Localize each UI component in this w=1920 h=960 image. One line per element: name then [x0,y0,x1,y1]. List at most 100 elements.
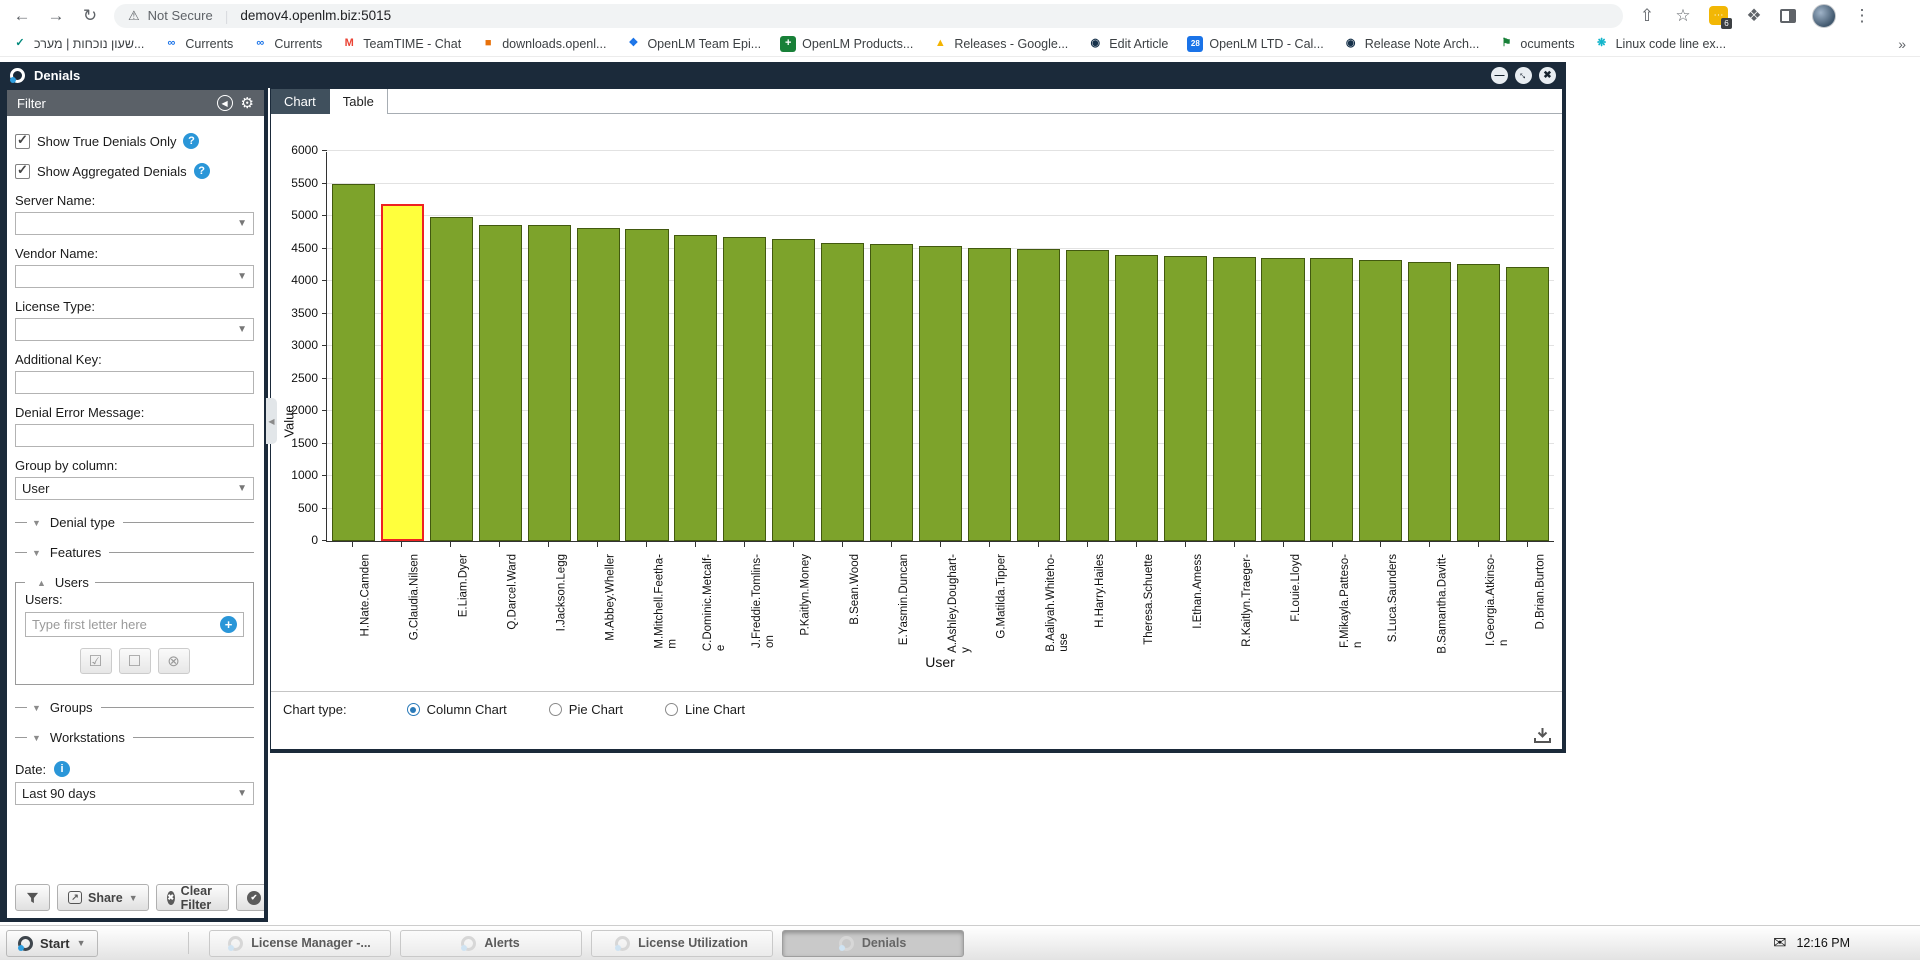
bar[interactable] [1359,259,1403,541]
bar[interactable] [1212,256,1256,541]
bookmark-item[interactable]: ▲ Releases - Google... [932,35,1068,52]
apply-button[interactable]: ✔ Apply [235,884,264,911]
bookmark-item[interactable]: ■ downloads.openl... [480,35,606,52]
bookmark-item[interactable]: ◉ Release Note Arch... [1342,35,1479,52]
aggregated-denials-checkbox[interactable] [15,162,30,179]
taskbar-item[interactable]: Denials [781,929,964,957]
bookmark-item[interactable]: 28 OpenLM LTD - Cal... [1187,35,1324,52]
help-icon[interactable]: ? [183,133,200,149]
chart-type-pie[interactable]: Pie Chart [548,702,623,717]
chart-type-column[interactable]: Column Chart [406,702,507,717]
bar[interactable] [1016,249,1060,541]
date-select[interactable]: Last 90 days ▼ [15,782,254,805]
window-titlebar[interactable]: Denials — ↔ ✖ [0,62,1566,88]
radio-icon[interactable] [665,703,678,716]
radio-icon[interactable] [548,703,562,716]
extension-badge-icon[interactable]: ⋯ 6 [1709,6,1732,29]
share-button[interactable]: ↗ Share ▼ [57,884,149,911]
filter-funnel-button[interactable] [15,884,50,911]
bookmark-item[interactable]: ⚑ ocuments [1498,35,1575,52]
tab-chart[interactable]: Chart [271,89,330,114]
share-icon[interactable]: ⇧ [1639,5,1655,25]
bookmark-item[interactable]: ❖ OpenLM Team Epi... [625,35,761,52]
server-name-select[interactable]: ▼ [15,212,254,235]
side-panel-icon[interactable] [1780,8,1796,23]
bar[interactable] [1163,255,1207,541]
chart-type-line[interactable]: Line Chart [665,702,745,717]
close-icon[interactable]: ✖ [1539,66,1556,84]
bookmark-item[interactable]: ◉ Edit Article [1087,35,1168,52]
bar[interactable] [870,244,914,541]
bar[interactable] [674,235,718,541]
bar[interactable] [1506,267,1550,541]
panel-collapse-handle[interactable]: ◀ [266,398,277,444]
denial-error-input[interactable] [15,424,254,447]
bookmarks-overflow-chevron[interactable]: » [1898,35,1906,52]
bookmark-item[interactable]: ✓ שעון נוכחות | מערכ... [12,35,144,52]
bar[interactable] [919,245,963,541]
bookmark-item[interactable]: M TeamTIME - Chat [341,35,461,52]
additional-key-input[interactable] [15,371,254,394]
reload-icon[interactable]: ↻ [82,5,98,25]
license-type-select[interactable]: ▼ [15,318,254,341]
bookmark-star-icon[interactable]: ☆ [1675,5,1691,25]
taskbar-item[interactable]: License Manager -... [208,929,391,957]
menu-kebab-icon[interactable]: ⋮ [1853,5,1871,25]
deselect-all-users-button[interactable]: ☐ [118,648,151,674]
bar[interactable] [967,247,1011,541]
bar[interactable] [331,183,375,541]
tab-table[interactable]: Table [329,89,388,114]
bar[interactable] [429,216,473,541]
collapse-filter-icon[interactable]: ◀ [216,95,233,111]
filter-settings-gear-icon[interactable]: ⚙ [240,95,254,112]
bar[interactable] [478,224,522,541]
envelope-icon[interactable]: ✉ [1773,935,1787,952]
bookmark-item[interactable]: + OpenLM Products... [780,35,913,52]
back-icon[interactable]: ← [13,5,31,25]
group-by-select[interactable]: User ▼ [15,477,254,500]
add-user-icon[interactable]: + [220,616,237,633]
radio-icon[interactable] [406,703,420,716]
bar[interactable] [625,229,669,541]
section-workstations[interactable]: ▼ Workstations [15,730,254,745]
maximize-icon[interactable]: ↔ [1515,66,1532,84]
bar[interactable] [1457,264,1501,541]
bar[interactable] [723,236,767,541]
true-denials-checkbox[interactable] [15,132,30,149]
extensions-puzzle-icon[interactable]: ❖ [1746,5,1762,25]
bar[interactable] [821,242,865,541]
bar[interactable] [527,225,571,541]
address-bar[interactable]: ⚠ Not Secure | demov4.openlm.biz:5015 [114,3,1623,28]
bar[interactable] [1114,255,1158,541]
help-icon[interactable]: ? [193,163,210,179]
users-input[interactable] [32,617,220,632]
vendor-name-select[interactable]: ▼ [15,265,254,288]
download-chart-icon[interactable] [1533,727,1552,747]
profile-avatar[interactable] [1812,3,1836,28]
start-button[interactable]: Start ▼ [6,929,98,957]
select-all-users-button[interactable]: ☑ [79,648,112,674]
taskbar-item[interactable]: License Utilization [590,929,773,957]
bar[interactable] [1065,250,1109,541]
clear-filter-button[interactable]: ✖ Clear Filter [155,884,229,912]
section-groups[interactable]: ▼ Groups [15,700,254,715]
bar[interactable] [1408,261,1452,541]
bar[interactable] [1310,258,1354,541]
section-denial-type[interactable]: ▼ Denial type [15,515,254,530]
forward-icon[interactable]: → [47,5,65,25]
bar[interactable] [1261,257,1305,541]
bar[interactable] [380,204,424,541]
bookmark-item[interactable]: ❋ Linux code line ex... [1593,35,1726,52]
minimize-icon[interactable]: — [1491,66,1508,84]
bookmark-item[interactable]: ∞ Currents [252,35,322,52]
taskbar-item[interactable]: Alerts [399,929,582,957]
info-icon[interactable]: i [54,761,71,777]
section-features[interactable]: ▼ Features [15,545,254,560]
x-axis-label: M.Abbey.Wheller [604,554,617,641]
section-users[interactable]: ▲ Users [25,575,95,590]
bookmark-item[interactable]: ∞ Currents [163,35,233,52]
clear-users-button[interactable]: ⊗ [157,648,190,674]
bar[interactable] [772,238,816,541]
bar[interactable] [576,228,620,541]
